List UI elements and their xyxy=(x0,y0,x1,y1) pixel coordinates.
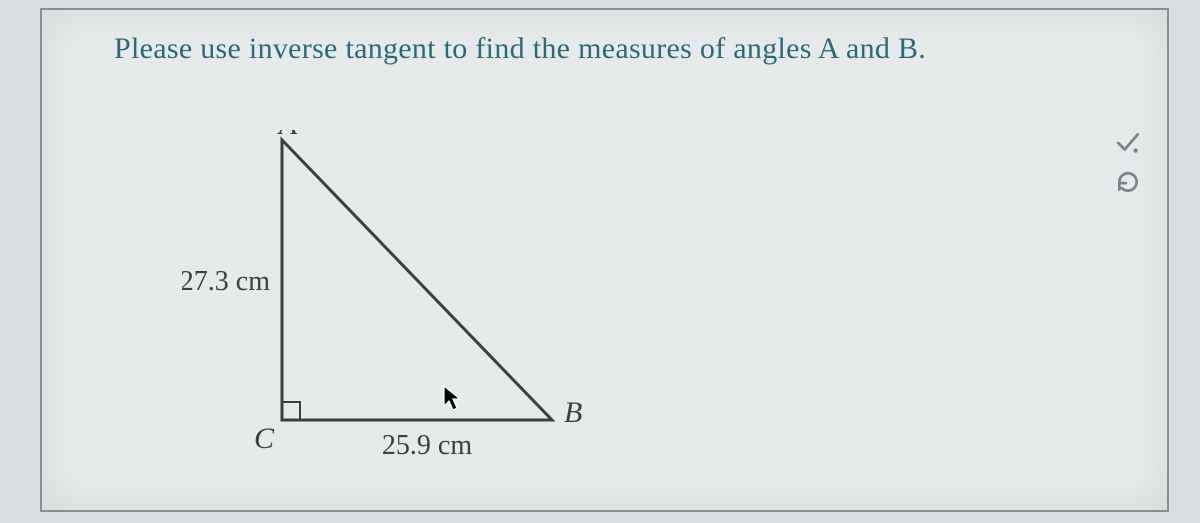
vertex-label-a: A xyxy=(277,130,298,141)
triangle-shape xyxy=(282,140,552,420)
check-icon[interactable] xyxy=(1113,130,1143,156)
refresh-icon[interactable] xyxy=(1113,169,1143,195)
vertex-label-c: C xyxy=(254,422,275,455)
side-label-cb: 25.9 cm xyxy=(382,430,472,461)
sidebar-icons xyxy=(1113,130,1153,208)
triangle-diagram: A B C 27.3 cm 25.9 cm xyxy=(182,130,632,490)
right-angle-marker xyxy=(282,402,300,420)
triangle-svg: A B C 27.3 cm 25.9 cm xyxy=(182,130,632,490)
side-label-ac: 27.3 cm xyxy=(182,266,270,297)
content-panel: Please use inverse tangent to find the m… xyxy=(40,8,1169,512)
vertex-label-b: B xyxy=(564,396,582,429)
question-text: Please use inverse tangent to find the m… xyxy=(114,32,1114,66)
